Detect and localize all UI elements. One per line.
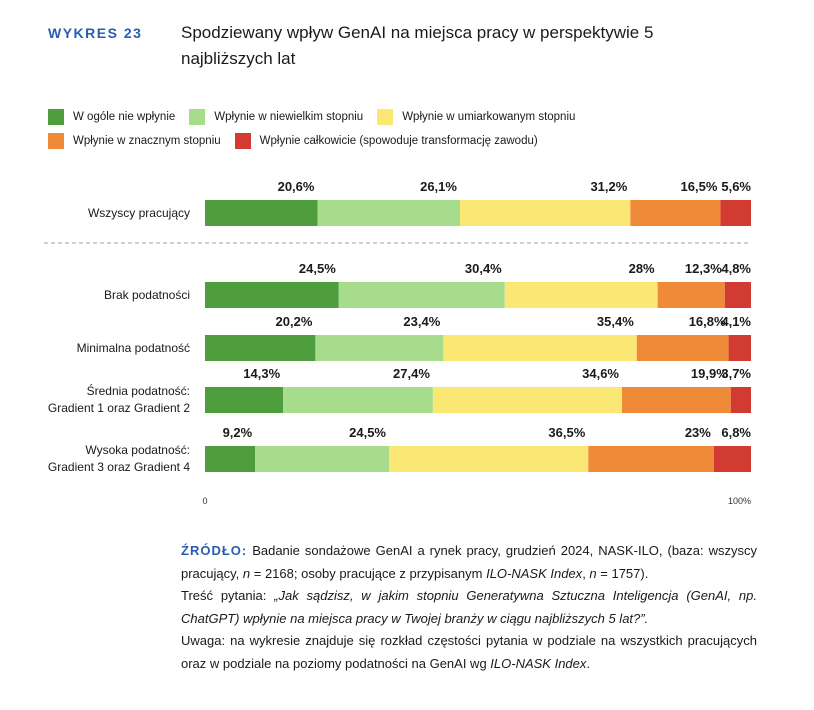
bar-segment (504, 282, 658, 308)
data-label: 12,3% (685, 261, 722, 276)
source-label: ŹRÓDŁO: (181, 543, 248, 558)
source-text: Badanie sondażowe GenAI a rynek pracy, g… (181, 543, 757, 581)
data-label: 23% (685, 425, 711, 440)
data-label: 4,1% (721, 314, 751, 329)
data-label: 30,4% (465, 261, 502, 276)
n2-value: = 1757). (596, 565, 649, 581)
bar-segment (283, 387, 433, 413)
category-label: Gradient 1 oraz Gradient 2 (48, 401, 190, 415)
bar-segment (205, 387, 284, 413)
n1-value: = 2168; osoby pracujące z przypisanym (250, 565, 487, 581)
question-text: „Jak sądzisz, w jakim stopniu Generatywn… (181, 588, 757, 626)
index-name: ILO-NASK Index (490, 655, 587, 671)
data-label: 27,4% (393, 366, 430, 381)
note-text: Uwaga: na wykresie znajduje się rozkład … (181, 633, 757, 671)
source-note: ŹRÓDŁO: Badanie sondażowe GenAI a rynek … (181, 540, 757, 675)
category-label: Brak podatności (104, 288, 190, 302)
legend-row: Wpłynie w znacznym stopniu Wpłynie całkow… (48, 129, 768, 153)
bar-segment (588, 446, 714, 472)
category-label: Wysoka podatność: (85, 443, 190, 457)
bar-segment (205, 200, 318, 226)
bar-segment (205, 446, 256, 472)
legend-swatch (48, 133, 64, 149)
bar-segment (720, 200, 751, 226)
x-tick-label: 100% (728, 496, 751, 506)
bar-segment (315, 335, 444, 361)
data-label: 16,5% (681, 179, 718, 194)
bar-segment (317, 200, 460, 226)
n-var: n (242, 565, 251, 581)
legend-label: Wpłynie całkowicie (spowoduje transforma… (259, 135, 538, 147)
data-label: 9,2% (223, 425, 253, 440)
category-label: Gradient 3 oraz Gradient 4 (48, 460, 190, 474)
bar-segment (205, 282, 339, 308)
category-label: Minimalna podatność (77, 341, 190, 355)
data-label: 6,8% (721, 425, 751, 440)
question-label: Treść pytania: (181, 588, 275, 603)
index-name: ILO-NASK Index (486, 565, 583, 581)
legend-item: W ogóle nie wpłynie (48, 109, 175, 125)
bar-segment (630, 200, 721, 226)
bar-segment (636, 335, 729, 361)
data-label: 16,8% (689, 314, 726, 329)
bar-segment (443, 335, 637, 361)
legend: W ogóle nie wpłynie Wpłynie w niewielkim … (48, 105, 768, 153)
legend-swatch (234, 133, 251, 149)
bar-segment (205, 335, 316, 361)
chart-title: Spodziewany wpływ GenAI na miejsca pracy… (181, 23, 654, 68)
bar-segment (338, 282, 505, 308)
bar-segment (724, 282, 751, 308)
data-label: 4,8% (721, 261, 751, 276)
data-label: 20,2% (276, 314, 313, 329)
data-label: 5,6% (721, 179, 751, 194)
legend-swatch (189, 109, 206, 125)
legend-swatch (377, 109, 394, 125)
legend-item: Wpłynie całkowicie (spowoduje transforma… (234, 133, 538, 149)
data-label: 3,7% (721, 366, 751, 381)
legend-label: Wpłynie w umiarkowanym stopniu (402, 111, 576, 123)
bar-segment (713, 446, 751, 472)
figure-number: WYKRES 23 (48, 25, 143, 41)
bar-segment (459, 200, 631, 226)
legend-item: Wpłynie w umiarkowanym stopniu (377, 109, 575, 125)
legend-row: W ogóle nie wpłynie Wpłynie w niewielkim … (48, 105, 768, 129)
data-label: 19,9% (691, 366, 728, 381)
data-label: 24,5% (299, 261, 336, 276)
bar-segment (728, 335, 751, 361)
data-label: 26,1% (420, 179, 457, 194)
bar-segment (657, 282, 725, 308)
bar-segment (255, 446, 390, 472)
legend-swatch (48, 109, 64, 125)
legend-label: Wpłynie w znacznym stopniu (73, 135, 221, 147)
data-label: 23,4% (403, 314, 440, 329)
legend-label: W ogóle nie wpłynie (73, 111, 176, 123)
data-label: 14,3% (243, 366, 280, 381)
x-tick-label: 0 (202, 496, 207, 506)
data-label: 34,6% (582, 366, 619, 381)
stacked-bar-chart: 20,6% 26,1% 31,2% 16,5% 5,6% Wszyscy pracując… (44, 179, 751, 506)
n-var: n (589, 565, 597, 581)
bar-segment (730, 387, 751, 413)
data-label: 36,5% (548, 425, 585, 440)
note-end: . (586, 655, 591, 671)
bar-segment (622, 387, 731, 413)
data-label: 24,5% (349, 425, 386, 440)
data-label: 28% (629, 261, 655, 276)
n2-sep: , (582, 565, 590, 581)
bar-segment (432, 387, 623, 413)
data-label: 35,4% (597, 314, 634, 329)
data-label: 20,6% (278, 179, 315, 194)
category-label: Wszyscy pracujący (88, 206, 190, 220)
bar-segment (389, 446, 589, 472)
data-label: 31,2% (590, 179, 627, 194)
legend-item: Wpłynie w znacznym stopniu (48, 133, 221, 149)
legend-item: Wpłynie w niewielkim stopniu (189, 109, 363, 125)
category-label: Średnia podatność: (87, 383, 190, 398)
legend-label: Wpłynie w niewielkim stopniu (214, 111, 364, 123)
